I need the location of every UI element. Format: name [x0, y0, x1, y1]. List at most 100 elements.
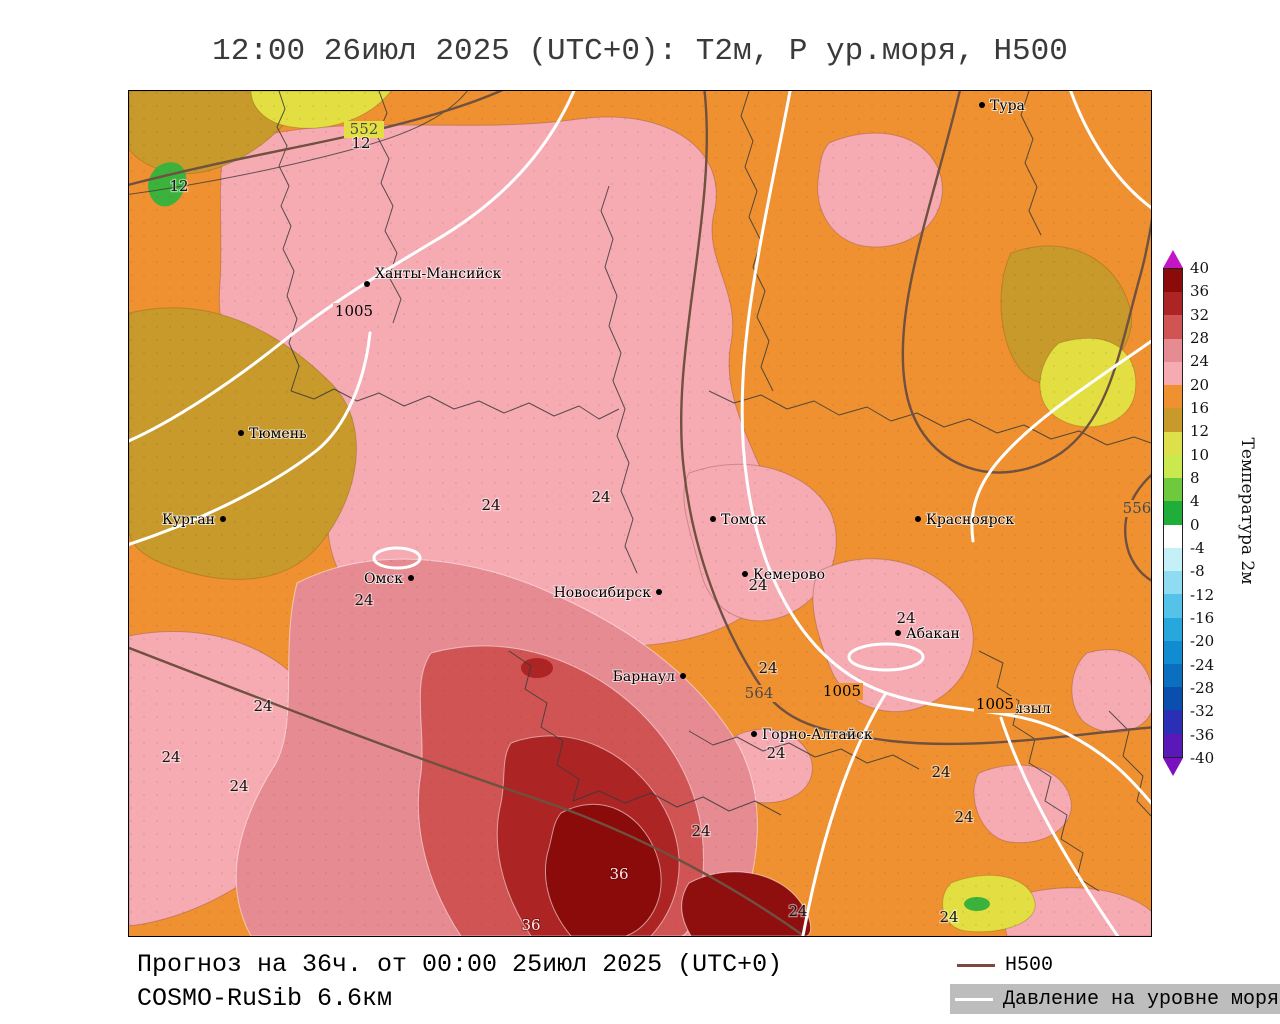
- footer-model-text: COSMO-RuSib 6.6км: [137, 984, 393, 1013]
- city-label: Абакан: [906, 626, 960, 642]
- colorbar-arrow-top: [1163, 250, 1183, 268]
- colorbar-tick-label: 36: [1190, 282, 1210, 301]
- colorbar-band: [1164, 385, 1182, 409]
- colorbar-tick-label: -8: [1190, 562, 1205, 581]
- city-marker: [238, 430, 244, 436]
- temp-label: 24: [354, 591, 373, 609]
- temp-label: 24: [788, 902, 807, 920]
- city-marker: [680, 673, 686, 679]
- colorbar-tick-label: -40: [1190, 748, 1215, 767]
- city-label: Красноярск: [926, 512, 1014, 528]
- city-marker: [751, 731, 757, 737]
- city: Кемерово: [742, 566, 826, 584]
- city: Томск: [710, 511, 767, 529]
- legend-pressure-row: Давление на уровне моря: [950, 984, 1280, 1014]
- colorbar-tick-label: -16: [1190, 608, 1215, 627]
- colorbar-band: [1164, 617, 1182, 641]
- colorbar-band: [1164, 454, 1182, 479]
- admin-boundary: [1020, 91, 1042, 236]
- temp-label: 24: [896, 609, 915, 627]
- cities: Тура Ханты-Мансийск Тюмень Курган Омск Т…: [161, 97, 1052, 744]
- colorbar-tick-label: 16: [1190, 398, 1210, 417]
- colorbar-band: [1164, 640, 1182, 664]
- colorbar-tick-label: -36: [1190, 725, 1215, 744]
- colorbar-tick-label: 40: [1190, 259, 1210, 277]
- h500-label: 552: [350, 120, 379, 138]
- colorbar-band: [1164, 269, 1182, 293]
- temp-label: 24: [161, 748, 180, 766]
- temp-label: 24: [766, 744, 785, 762]
- city-marker: [895, 630, 901, 636]
- city-marker: [364, 281, 370, 287]
- colorbar-tick-label: 32: [1190, 305, 1210, 324]
- colorbar-arrow-bottom: [1163, 758, 1183, 776]
- city: Красноярск: [915, 511, 1015, 529]
- admin-boundary: [688, 730, 920, 770]
- city-label: Новосибирск: [554, 585, 652, 601]
- admin-boundary: [600, 185, 638, 574]
- colorbar-band: [1164, 361, 1182, 386]
- colorbar-band: [1164, 733, 1182, 757]
- colorbar-tick-label: -24: [1190, 655, 1215, 674]
- colorbar-tick-label: 20: [1190, 375, 1210, 394]
- temp-label: 12: [169, 177, 188, 195]
- gridpoint-dots: [129, 91, 1151, 936]
- label-box: [344, 121, 384, 138]
- pressure-contour: [1069, 91, 1151, 210]
- colorbar-tick-label: 0: [1190, 515, 1200, 534]
- colorbar-band: [1164, 663, 1182, 688]
- city-marker: [656, 589, 662, 595]
- colorbar-tick-label: -4: [1190, 538, 1205, 557]
- colorbar-tick-label: 4: [1190, 492, 1200, 511]
- pressure-contour: [129, 91, 576, 443]
- h500-contour-trough: [901, 91, 1151, 474]
- city-label: Кемерово: [753, 567, 825, 583]
- colorbar-band: [1164, 547, 1182, 572]
- city-marker: [710, 516, 716, 522]
- admin-boundary: [978, 650, 1100, 892]
- colorbar-band: [1164, 338, 1182, 362]
- city-label: Тюмень: [249, 426, 307, 442]
- city: Абакан: [895, 625, 961, 643]
- temp-label: 24: [954, 808, 973, 826]
- temp-label: 24: [939, 908, 958, 926]
- colorbar-tick-label: -12: [1190, 585, 1215, 604]
- legend-h500-row: H500: [952, 952, 1280, 978]
- map-title: 12:00 26июл 2025 (UTC+0): Т2м, P ур.моря…: [212, 34, 1068, 69]
- h500-contours: [129, 91, 1151, 936]
- h500-label: 556: [1123, 499, 1151, 517]
- temp-label: 24: [748, 576, 767, 594]
- colorbar-band: [1164, 315, 1182, 339]
- colorbar-band: [1164, 594, 1182, 618]
- city-marker: [979, 102, 985, 108]
- temp-label: 24: [931, 763, 950, 781]
- colorbar-band: [1164, 431, 1182, 455]
- pressure-label: 1005: [335, 302, 373, 320]
- pressure-line-sample: [955, 997, 993, 1001]
- pressure-contour: [999, 716, 1120, 936]
- temp-label: 12: [351, 134, 370, 152]
- label-box: [333, 303, 375, 320]
- colorbar-tick-label: 10: [1190, 445, 1210, 464]
- admin-boundary: [1108, 710, 1151, 817]
- city-label: Ханты-Мансийск: [375, 266, 502, 282]
- pressure-label: 1005: [823, 682, 861, 700]
- pressure-contour: [970, 339, 1151, 543]
- pressure-contour: [801, 691, 888, 936]
- city-label: Горно-Алтайск: [762, 727, 873, 743]
- temp-label: 24: [691, 822, 710, 840]
- weather-map: Тура Ханты-Мансийск Тюмень Курган Омск Т…: [129, 91, 1151, 936]
- h500-label: 564: [745, 684, 774, 702]
- colorbar-band: [1164, 710, 1182, 734]
- label-box: [1117, 500, 1151, 517]
- colorbar-ticks: 40 36 32 28 24 20 16 12 10 8 4 0 -4 -8 -12 -16 -20 -24 -28…: [1190, 261, 1214, 766]
- city-label: Томск: [721, 512, 766, 528]
- h500-contour-south: [129, 646, 807, 936]
- city: Горно-Алтайск: [751, 726, 874, 744]
- city-marker: [408, 575, 414, 581]
- colorbar-band: [1164, 292, 1182, 316]
- temp-label: 24: [481, 496, 500, 514]
- pressure-contour: [740, 91, 1151, 805]
- label-box: [821, 683, 863, 700]
